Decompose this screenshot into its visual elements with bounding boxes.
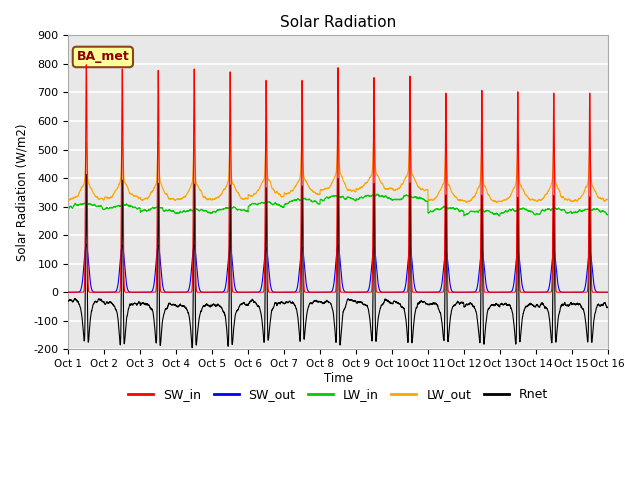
SW_in [424, 289, 432, 295]
LW_in [374, 191, 381, 197]
LW_in [161, 207, 169, 213]
LW_in [496, 213, 504, 219]
LW_out [318, 187, 326, 193]
SW_in [429, 289, 437, 295]
X-axis label: Time: Time [324, 372, 353, 385]
Rnet [429, 300, 437, 306]
SW_in [83, 62, 90, 68]
Rnet [604, 304, 611, 310]
LW_in [429, 209, 437, 215]
Rnet [459, 300, 467, 305]
Line: LW_out: LW_out [68, 132, 608, 203]
SW_out [161, 289, 169, 295]
SW_out [490, 289, 497, 295]
LW_in [604, 212, 612, 218]
SW_in [318, 289, 326, 295]
Legend: SW_in, SW_out, LW_in, LW_out, Rnet: SW_in, SW_out, LW_in, LW_out, Rnet [123, 383, 553, 406]
Y-axis label: Solar Radiation (W/m2): Solar Radiation (W/m2) [15, 123, 28, 261]
Rnet [318, 300, 326, 306]
LW_out [161, 191, 169, 196]
LW_out [429, 197, 437, 203]
SW_in [65, 289, 72, 295]
Rnet [161, 306, 169, 312]
SW_in [604, 289, 612, 295]
LW_in [318, 197, 326, 203]
LW_out [459, 198, 467, 204]
LW_in [65, 205, 72, 211]
SW_out [318, 289, 326, 295]
Line: SW_out: SW_out [68, 244, 608, 292]
SW_out [424, 289, 432, 295]
Line: Rnet: Rnet [68, 174, 608, 348]
Title: Solar Radiation: Solar Radiation [280, 15, 396, 30]
SW_out [604, 289, 611, 295]
Line: SW_in: SW_in [68, 65, 608, 292]
Line: LW_in: LW_in [68, 194, 608, 216]
LW_in [459, 208, 467, 214]
LW_out [604, 197, 612, 203]
SW_out [604, 289, 612, 295]
LW_in [490, 211, 497, 217]
Rnet [65, 298, 72, 304]
LW_out [490, 198, 497, 204]
LW_out [463, 200, 470, 205]
LW_out [604, 196, 611, 202]
SW_out [459, 289, 467, 295]
SW_in [604, 289, 611, 295]
SW_out [83, 241, 90, 247]
SW_in [490, 289, 497, 295]
LW_out [334, 129, 342, 135]
Text: BA_met: BA_met [77, 50, 129, 63]
LW_in [604, 211, 611, 217]
Rnet [188, 345, 196, 351]
SW_out [429, 289, 437, 295]
Rnet [490, 302, 497, 308]
SW_in [459, 289, 467, 295]
LW_out [65, 197, 72, 203]
Rnet [83, 171, 90, 177]
SW_in [161, 289, 169, 295]
SW_out [65, 289, 72, 295]
Rnet [604, 304, 612, 310]
